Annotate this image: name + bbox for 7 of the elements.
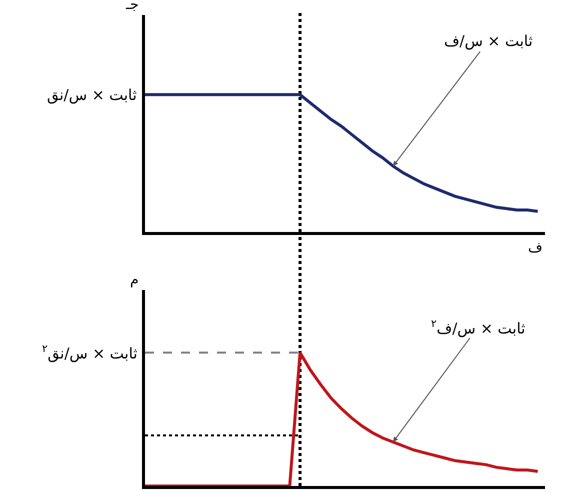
text: ثابت × س/نق bbox=[47, 86, 137, 104]
y-axis-title: جـ bbox=[125, 0, 139, 13]
text: ثابت × س/نق$^{٢}$ bbox=[42, 343, 138, 362]
text: ثابت × س/ف$^{٢}$ bbox=[431, 318, 526, 338]
y-axis-title: م bbox=[130, 272, 139, 288]
text: ثابت × س/ف bbox=[444, 32, 533, 50]
x-axis-title: ف bbox=[528, 240, 543, 256]
